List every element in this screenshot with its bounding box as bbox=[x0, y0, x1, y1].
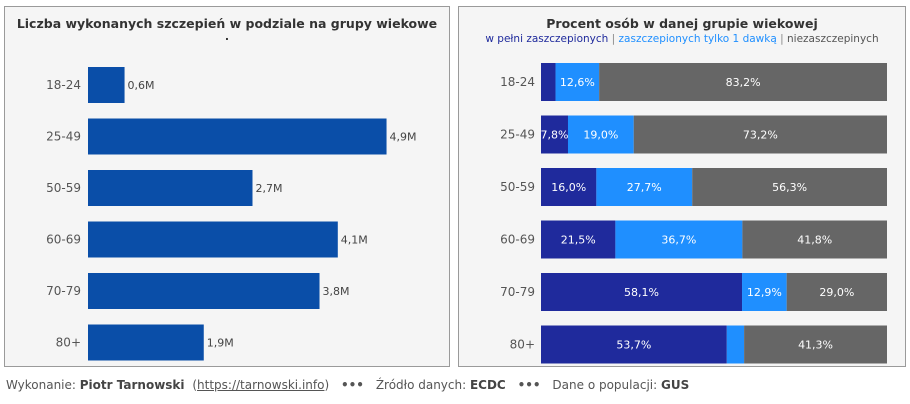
right-chart-panel: Procent osób w danej grupie wiekowej w p… bbox=[458, 6, 906, 367]
category-label: 18-24 bbox=[500, 75, 535, 89]
segment-label: 7,8% bbox=[541, 129, 569, 142]
stacked-segment bbox=[633, 115, 887, 154]
stacked-segment bbox=[567, 115, 634, 154]
legend-full: w pełni zaszczepionych bbox=[485, 33, 609, 45]
footer-pop-prefix: Dane o populacji: bbox=[552, 378, 661, 392]
category-label: 60-69 bbox=[46, 233, 81, 247]
footer: Wykonanie: Piotr Tarnowski (https://tarn… bbox=[6, 378, 689, 392]
segment-label: 12,6% bbox=[560, 76, 595, 89]
right-chart-title: Procent osób w danej grupie wiekowej bbox=[546, 16, 818, 31]
segment-label: 53,7% bbox=[616, 339, 651, 352]
bar-value-label: 4,1M bbox=[341, 234, 368, 247]
category-label: 50-59 bbox=[500, 180, 535, 194]
legend-one-dose: zaszczepionych tylko 1 dawką bbox=[618, 33, 777, 45]
bar-value-label: 4,9M bbox=[390, 131, 417, 144]
segment-label: 58,1% bbox=[624, 286, 659, 299]
category-label: 70-79 bbox=[500, 285, 535, 299]
right-stacked-bar-chart: 18-24 12,6% 83,2% 25-49 7,8% 19,0% 73,2% 50-59 1… bbox=[500, 63, 887, 364]
left-chart-title-line2: . bbox=[224, 30, 230, 43]
segment-label: 83,2% bbox=[726, 76, 761, 89]
footer-link-open: ( bbox=[192, 378, 198, 392]
stacked-segment bbox=[541, 168, 597, 206]
category-label: 25-49 bbox=[46, 130, 81, 144]
footer-author-prefix: Wykonanie: bbox=[6, 378, 80, 392]
footer-source: ECDC bbox=[469, 378, 506, 392]
segment-label: 41,8% bbox=[797, 234, 832, 247]
bar bbox=[88, 67, 125, 103]
footer-source-prefix: Źródło danych: bbox=[375, 378, 470, 392]
category-label: 50-59 bbox=[46, 181, 81, 195]
right-chart-legend: w pełni zaszczepionych | zaszczepionych … bbox=[459, 33, 905, 45]
category-label: 25-49 bbox=[500, 128, 535, 142]
stacked-segment bbox=[744, 325, 887, 364]
stacked-segment bbox=[541, 115, 568, 154]
bar bbox=[88, 273, 320, 309]
segment-label: 12,9% bbox=[747, 286, 782, 299]
bar bbox=[88, 170, 253, 206]
stacked-segment bbox=[541, 273, 743, 311]
legend-sep-1: | bbox=[611, 33, 616, 45]
stacked-segment bbox=[786, 273, 887, 311]
segment-label: 27,7% bbox=[627, 181, 662, 194]
stacked-segment bbox=[596, 168, 693, 206]
legend-sep-2: | bbox=[780, 33, 784, 45]
footer-link[interactable]: https://tarnowski.info bbox=[197, 378, 325, 392]
bar-value-label: 3,8M bbox=[323, 285, 350, 298]
category-label: 70-79 bbox=[46, 284, 81, 298]
bar-value-label: 0,6M bbox=[128, 79, 155, 92]
left-chart-title: Liczba wykonanych szczepień w podziale n… bbox=[16, 16, 438, 31]
category-label: 80+ bbox=[56, 336, 81, 350]
stacked-segment bbox=[541, 220, 616, 259]
segment-label: 41,3% bbox=[798, 339, 833, 352]
footer-author: Piotr Tarnowski bbox=[79, 378, 185, 392]
stacked-segment bbox=[742, 220, 887, 259]
stacked-segment bbox=[726, 325, 745, 364]
stacked-segment bbox=[742, 273, 787, 311]
footer-pop: GUS bbox=[660, 378, 690, 392]
bar bbox=[88, 221, 338, 258]
category-label: 80+ bbox=[510, 338, 535, 352]
segment-label: 36,7% bbox=[661, 234, 696, 247]
category-label: 18-24 bbox=[46, 78, 81, 92]
bar bbox=[88, 324, 204, 361]
stacked-segment bbox=[599, 63, 887, 101]
bar bbox=[88, 118, 387, 155]
stacked-segment bbox=[692, 168, 887, 206]
segment-label: 73,2% bbox=[743, 129, 778, 142]
stacked-segment bbox=[541, 325, 727, 364]
footer-link-close: ) bbox=[324, 378, 330, 392]
bar-value-label: 1,9M bbox=[207, 337, 234, 350]
segment-label: 21,5% bbox=[561, 234, 596, 247]
segment-label: 56,3% bbox=[772, 181, 807, 194]
stacked-segment bbox=[541, 63, 556, 101]
segment-label: 16,0% bbox=[551, 181, 586, 194]
left-chart-panel: Liczba wykonanych szczepień w podziale n… bbox=[4, 6, 450, 367]
segment-label: 19,0% bbox=[583, 129, 618, 142]
stacked-segment bbox=[555, 63, 600, 101]
left-bar-chart: 18-24 0,6M 25-49 4,9M 50-59 2,7M 60-69 4,1M 70-7… bbox=[46, 67, 417, 361]
category-label: 60-69 bbox=[500, 233, 535, 247]
bar-value-label: 2,7M bbox=[256, 182, 283, 195]
footer-separator-2: ••• bbox=[517, 378, 541, 392]
segment-label: 29,0% bbox=[819, 286, 854, 299]
stacked-segment bbox=[615, 220, 743, 259]
footer-separator-1: ••• bbox=[340, 378, 364, 392]
legend-none: niezaszczepinych bbox=[787, 33, 879, 45]
